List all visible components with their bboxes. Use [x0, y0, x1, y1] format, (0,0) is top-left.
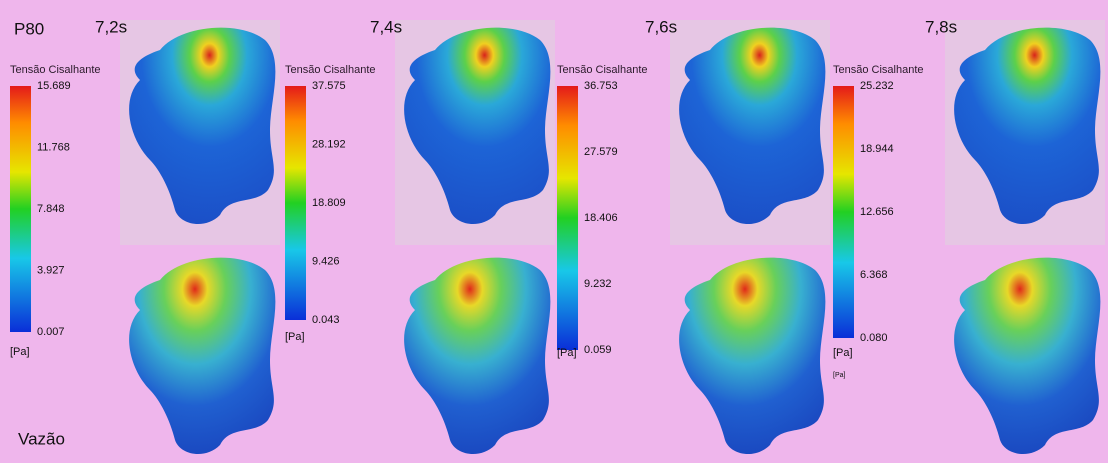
colorbar-title: Tensão Cisalhante	[10, 64, 101, 76]
colorbar-note: [Pa]	[833, 372, 846, 379]
colorbar-tick-label: 36.753	[584, 80, 618, 92]
time-label: 7,8s	[925, 17, 957, 36]
colorbar-tick-label: 25.232	[860, 80, 894, 92]
colorbar-title: Tensão Cisalhante	[557, 64, 648, 76]
colorbar	[10, 86, 31, 332]
colorbar-unit: [Pa]	[285, 331, 305, 343]
colorbar-tick-label: 0.059	[584, 344, 612, 356]
colorbar-tick-label: 37.575	[312, 80, 346, 92]
colorbar-tick-label: 12.656	[860, 206, 894, 218]
case-label: P80	[14, 19, 44, 38]
footer-label: Vazão	[18, 429, 65, 448]
colorbar-unit: [Pa]	[557, 347, 577, 359]
colorbar-unit: [Pa]	[833, 347, 853, 359]
colorbar-tick-label: 18.406	[584, 212, 618, 224]
figure: P80 Vazão 7,2s 7,4s 7,6s 7,8s Tensão Cisalha…	[0, 0, 1108, 463]
colorbar-tick-label: 27.579	[584, 146, 618, 158]
colorbar-tick-label: 11.768	[37, 141, 70, 153]
colorbar-title: Tensão Cisalhante	[833, 64, 924, 76]
colorbar	[557, 86, 578, 350]
colorbar-tick-label: 9.426	[312, 255, 340, 267]
colorbar	[285, 86, 306, 320]
colorbar-tick-label: 18.944	[860, 143, 894, 155]
time-label: 7,6s	[645, 17, 677, 36]
time-label: 7,2s	[95, 17, 127, 36]
colorbar-tick-label: 7.848	[37, 203, 65, 215]
colorbar-tick-label: 3.927	[37, 264, 65, 276]
colorbar-tick-label: 0.043	[312, 314, 340, 326]
colorbar-tick-label: 0.080	[860, 332, 888, 344]
colorbar-title: Tensão Cisalhante	[285, 64, 376, 76]
colorbar-unit: [Pa]	[10, 346, 30, 358]
colorbar-tick-label: 0.007	[37, 326, 65, 338]
colorbar-tick-label: 9.232	[584, 278, 612, 290]
colorbar-tick-label: 6.368	[860, 269, 888, 281]
colorbar	[833, 86, 854, 338]
colorbar-tick-label: 15.689	[37, 80, 71, 92]
colorbar-tick-label: 28.192	[312, 138, 346, 150]
time-label: 7,4s	[370, 17, 402, 36]
colorbar-tick-label: 18.809	[312, 197, 346, 209]
